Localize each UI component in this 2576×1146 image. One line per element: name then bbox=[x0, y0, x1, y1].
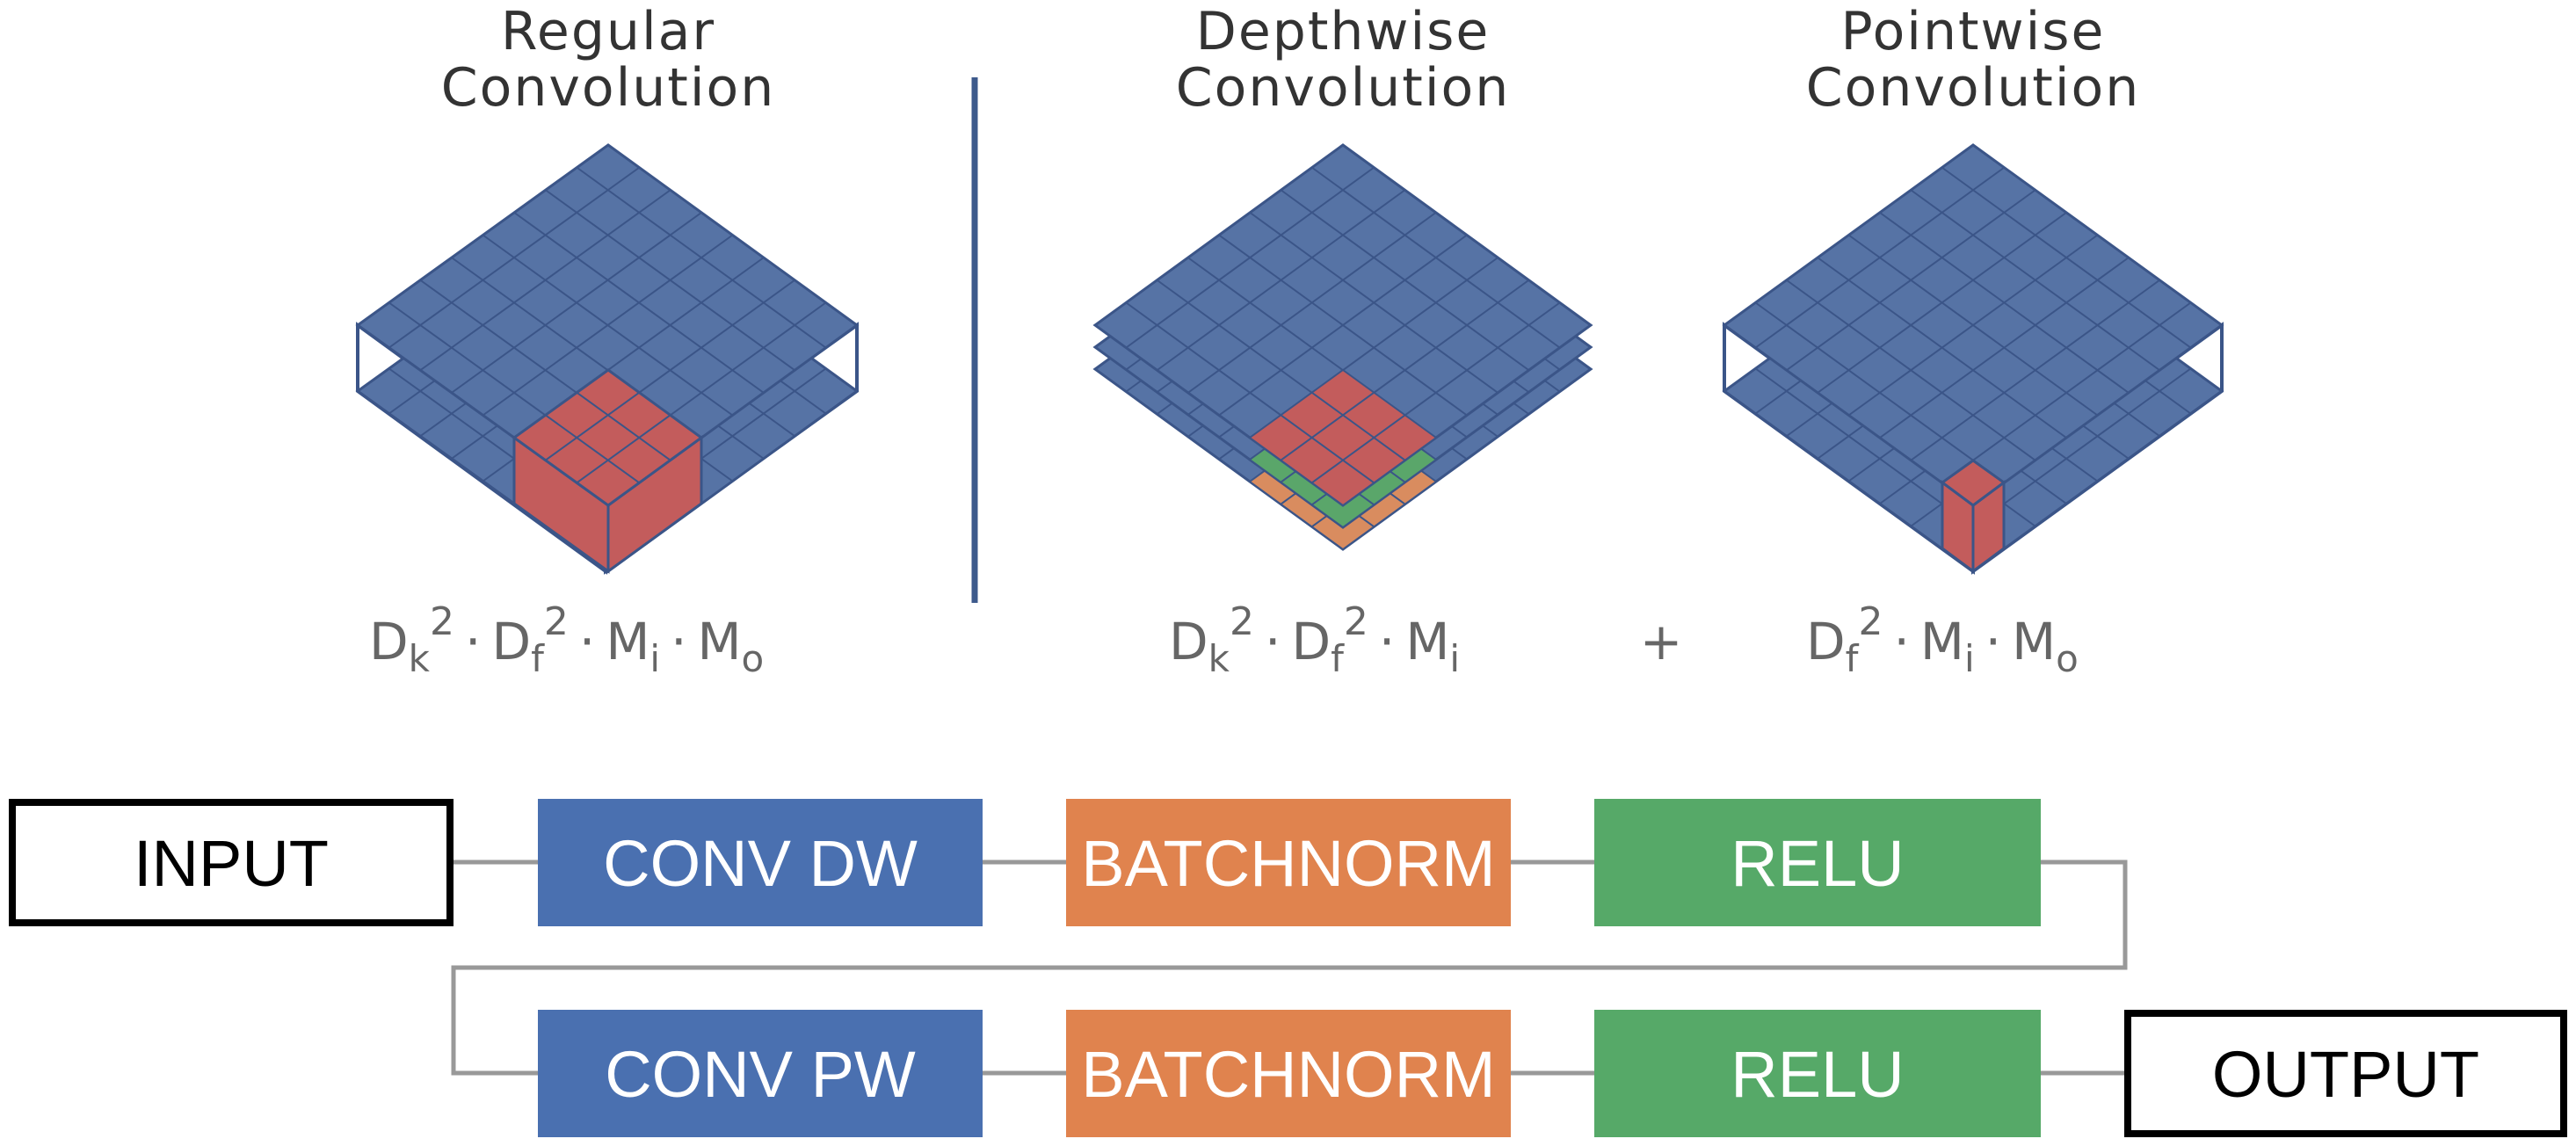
input-box: INPUT bbox=[9, 799, 454, 926]
formula-plus: + bbox=[1640, 612, 1683, 671]
regular-kernel-grid-line-a2 bbox=[576, 414, 671, 484]
connector-wrap-row bbox=[451, 860, 2128, 1076]
batchnorm-label-2: BATCHNORM bbox=[1081, 1038, 1495, 1111]
input-label: INPUT bbox=[134, 827, 329, 900]
pointwise-top-grid-line-a5 bbox=[1879, 257, 2130, 439]
output-box: OUTPUT bbox=[2124, 1010, 2567, 1137]
title-pointwise: Pointwise Convolution bbox=[1806, 1, 2140, 119]
regular-kernel-grid-line-b1 bbox=[576, 391, 671, 461]
regular-top-grid-line-b4 bbox=[482, 234, 734, 417]
relu-label-1: RELU bbox=[1731, 827, 1904, 900]
conv-dw-label: CONV DW bbox=[603, 827, 918, 900]
relu-rect-2 bbox=[1594, 1010, 2041, 1137]
relu-block-2: RELU bbox=[1594, 1010, 2041, 1137]
output-label: OUTPUT bbox=[2212, 1038, 2479, 1111]
conv-pw-block: CONV PW bbox=[538, 1010, 983, 1137]
formula-depthwise: Dk2 · Df2 · Mi bbox=[1169, 599, 1460, 680]
pointwise-top-grid-line-b5 bbox=[1817, 257, 2067, 439]
batchnorm-rect-2 bbox=[1066, 1010, 1511, 1137]
pointwise-kernel-top-face bbox=[1940, 459, 2006, 507]
title-depthwise: Depthwise Convolution bbox=[1176, 1, 1510, 119]
pointwise-conv-illustration bbox=[1722, 143, 2224, 575]
regular-kernel-grid-line-a1 bbox=[545, 391, 640, 461]
conv-pw-rect bbox=[538, 1010, 983, 1137]
batchnorm-rect-1 bbox=[1066, 799, 1511, 926]
title-regular-line1: Regular bbox=[501, 1, 715, 62]
regular-conv-illustration bbox=[355, 143, 860, 575]
pointwise-top-grid-line-b4 bbox=[1847, 234, 2099, 417]
title-depthwise-line1: Depthwise bbox=[1196, 1, 1491, 62]
conv-pw-label: CONV PW bbox=[605, 1038, 916, 1111]
title-regular-line2: Convolution bbox=[441, 57, 775, 119]
pointwise-top-grid bbox=[1754, 166, 2192, 484]
relu-block-1: RELU bbox=[1594, 799, 2041, 926]
input-box-frame bbox=[9, 799, 454, 926]
depthwise-red-grid bbox=[1280, 391, 1406, 484]
formula-regular: Dk2 · Df2 · Mi · Mo bbox=[369, 599, 764, 680]
output-box-frame bbox=[2124, 1010, 2567, 1137]
batchnorm-block-2: BATCHNORM bbox=[1066, 1010, 1511, 1137]
pointwise-top-grid-line-a7 bbox=[1941, 301, 2192, 484]
batchnorm-label-1: BATCHNORM bbox=[1081, 827, 1495, 900]
title-pointwise-line2: Convolution bbox=[1806, 57, 2140, 119]
depthwise-conv-illustration bbox=[1092, 143, 1593, 551]
title-depthwise-line2: Convolution bbox=[1176, 57, 1510, 119]
depthwise-red-grid-line-b1 bbox=[1311, 391, 1406, 461]
regular-kernel-grid-line-b2 bbox=[545, 414, 640, 484]
relu-rect-1 bbox=[1594, 799, 2041, 926]
pipeline-connectors bbox=[451, 860, 2128, 1076]
depthwise-red-grid-line-a1 bbox=[1280, 391, 1375, 461]
regular-kernel-grid bbox=[545, 391, 671, 484]
title-pointwise-line1: Pointwise bbox=[1841, 1, 2106, 62]
regular-top-grid bbox=[388, 166, 827, 484]
pointwise-top-grid-line-b7 bbox=[1754, 301, 2005, 484]
title-regular: Regular Convolution bbox=[441, 1, 775, 119]
depthwise-layer-1-grid-line-b4 bbox=[1218, 234, 1468, 417]
depthwise-red-grid-line-b2 bbox=[1280, 414, 1375, 484]
conv-dw-block: CONV DW bbox=[538, 799, 983, 926]
batchnorm-block-1: BATCHNORM bbox=[1066, 799, 1511, 926]
relu-label-2: RELU bbox=[1731, 1038, 1904, 1111]
pointwise-top-grid-line-b6 bbox=[1786, 279, 2036, 461]
formula-pointwise: Df2 · Mi · Mo bbox=[1806, 599, 2079, 680]
pointwise-top-grid-line-a6 bbox=[1910, 279, 2160, 461]
depthwise-red-grid-line-a2 bbox=[1311, 414, 1406, 484]
conv-dw-rect bbox=[538, 799, 983, 926]
